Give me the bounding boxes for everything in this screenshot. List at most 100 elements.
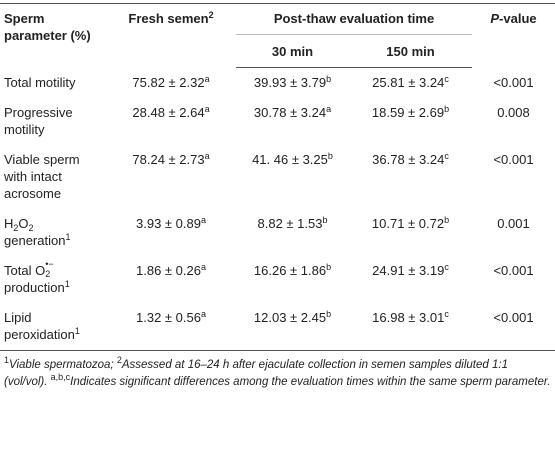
value: 36.78 ± 3.24 [372,152,445,167]
text-run: Progressive motility [4,105,73,137]
value-cell: 24.91 ± 3.19c [349,256,472,303]
parameter-cell: Viable sperm with intact acrosome [0,145,106,209]
significance-letter: b [326,309,332,319]
subscript: 2 [28,223,34,233]
superscript: 2 [208,10,214,20]
value: 39.93 ± 3.79 [253,75,327,90]
data-row: H2O2 generation1 3.93 ± 0.89a 8.82 ± 1.53b… [0,209,555,256]
data-row: Total motility 75.82 ± 2.32a 39.93 ± 3.79b… [0,68,555,99]
value-cell: 25.81 ± 3.24c [349,68,472,99]
parameter-cell: Lipid peroxidation1 [0,303,106,351]
value: 3.93 ± 0.89 [136,216,201,231]
parameter-cell: H2O2 generation1 [0,209,106,256]
header-row: 30 min 150 min [0,34,555,68]
table-figure: Sperm parameter (%) Fresh semen2 Post-thaw… [0,3,555,391]
data-row: Viable sperm with intact acrosome 78.24 ±… [0,145,555,209]
p-value-cell: 0.001 [472,209,555,256]
significance-letter: b [327,151,333,161]
value: 41. 46 ± 3.25 [252,152,328,167]
text-run: Viable sperm with intact acrosome [4,152,80,201]
value: 30.78 ± 3.24 [253,105,327,120]
italic-text: Viable spermatozoa; [9,359,117,371]
significance-letter: b [444,215,450,225]
p-value-cell: <0.001 [472,145,555,209]
superscript: 1 [65,232,71,242]
value: 12.03 ± 2.45 [253,310,327,325]
value-cell: 8.82 ± 1.53b [236,209,349,256]
value-cell: 39.93 ± 3.79b [236,68,349,99]
superscript: 2 [116,355,122,365]
text-run: -value [499,11,537,26]
p-value-cell: 0.008 [472,98,555,145]
text-run: 150 min [386,44,435,59]
data-row: Progressive motility 28.48 ± 2.64a 30.78 ±… [0,98,555,145]
superscript: 1 [74,326,80,336]
value: 75.82 ± 2.32 [132,74,205,90]
significance-letter: a [326,104,332,114]
text-run: production [4,280,65,295]
p-value-cell: <0.001 [472,303,555,351]
value: 16.26 ± 1.86 [253,263,327,278]
significance-letter: a [204,73,210,84]
parameter-cell: Total O •− 2 production1 [0,256,106,303]
parameter-cell: Progressive motility [0,98,106,145]
value-cell: 1.32 ± 0.56a [106,303,236,351]
header-cell: Post-thaw evaluation time [236,3,472,35]
footnote: 1Viable spermatozoa; 2Assessed at 16–24 … [0,351,555,391]
significance-letter: c [444,309,449,319]
p-value: <0.001 [493,310,534,325]
text-run: Fresh semen [128,11,209,26]
significance-letter: c [444,151,449,161]
p-value: 0.001 [497,216,530,231]
value: 78.24 ± 2.73 [132,152,205,167]
header-cell: 30 min [236,34,349,68]
p-value: 0.008 [497,105,530,120]
value: 10.71 ± 0.72 [371,216,445,231]
value-cell: 10.71 ± 0.72b [349,209,472,256]
value-cell: 1.86 ± 0.26a [106,256,236,303]
value: 18.59 ± 2.69 [371,105,445,120]
text-run: Lipid peroxidation [4,310,75,342]
p-value: <0.001 [493,263,534,278]
significance-letter: c [444,262,449,272]
text-run: Sperm parameter (%) [4,11,91,43]
italic-text: P [490,11,500,26]
p-value-cell: <0.001 [472,256,555,303]
p-value-cell: <0.001 [472,68,555,99]
text-run: generation [4,233,66,248]
text-run: O [18,216,29,231]
header-cell: 150 min [349,34,472,68]
text-run: Post-thaw evaluation time [273,11,435,26]
parameter-cell: Total motility [0,68,106,99]
value-cell: 16.98 ± 3.01c [349,303,472,351]
significance-letter: a [200,215,206,225]
value: 1.32 ± 0.56 [136,310,201,325]
data-row: Total O •− 2 production1 1.86 ± 0.26a 16.26 … [0,256,555,303]
p-value: <0.001 [493,152,534,167]
subscript: 2 [13,223,19,233]
significance-letter: b [326,74,332,84]
superscript: 1 [64,279,70,289]
table-header: Sperm parameter (%) Fresh semen2 Post-thaw… [0,3,555,68]
data-row: Lipid peroxidation1 1.32 ± 0.56a 12.03 ± 2… [0,303,555,351]
header-cell: P-value [472,3,555,68]
value: 1.86 ± 0.26 [136,263,201,278]
header-cell: Fresh semen2 [106,3,236,68]
value-cell: 18.59 ± 2.69b [349,98,472,145]
header-row: Sperm parameter (%) Fresh semen2 Post-thaw… [0,3,555,68]
value: 24.91 ± 3.19 [372,263,445,278]
table-body: Total motility 75.82 ± 2.32a 39.93 ± 3.79b… [0,68,555,351]
value-cell: 75.82 ± 2.32a [106,68,236,99]
significance-letter: b [444,104,450,114]
text-run: 30 min [271,44,314,59]
value-cell: 41. 46 ± 3.25b [236,145,349,209]
significance-letter: a [204,104,210,114]
value-cell: 30.78 ± 3.24a [236,98,349,145]
significance-letter: b [326,262,332,272]
significance-letter: a [200,262,206,272]
significance-letter: b [322,215,328,225]
text-run: Total motility [4,74,76,90]
superscript: 1 [4,355,10,365]
value-cell: 78.24 ± 2.73a [106,145,236,209]
value: 16.98 ± 3.01 [372,310,445,325]
